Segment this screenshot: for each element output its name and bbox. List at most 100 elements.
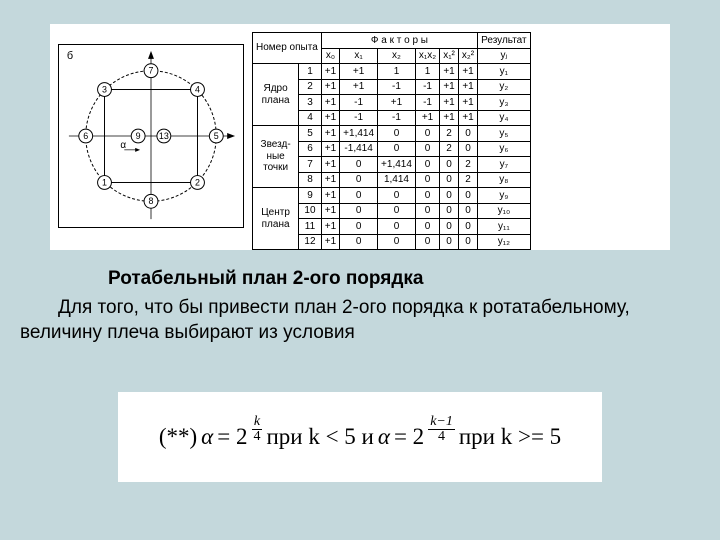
cell-x2sq: 0 [458,234,477,250]
cell-x2sq: 0 [458,126,477,142]
cell-x2sq: 2 [458,157,477,173]
formula-frac1: k 4 [251,415,262,444]
cell-x2sq: +1 [458,64,477,80]
cell-x2sq: 0 [458,188,477,204]
th-x0: x₀ [321,48,339,64]
cell-x1x2: 0 [415,126,439,142]
cell-x1: -1 [340,110,378,126]
slide-title: Ротабельный план 2-ого порядка [20,268,700,290]
cell-y: y₂ [478,79,530,95]
formula-eq1: = 2 [217,424,247,450]
cell-x2: 0 [378,203,416,219]
cell-x1: 0 [340,203,378,219]
cell-x0: +1 [321,234,339,250]
th-result: Результат [478,33,530,49]
table-row: Центрплана9+100000y₉ [253,188,531,204]
cell-n: 7 [299,157,322,173]
cell-x1x2: -1 [415,79,439,95]
cell-x1x2: 0 [415,234,439,250]
cell-x2sq: 0 [458,203,477,219]
cell-x2sq: +1 [458,110,477,126]
table-row: Звезд-ныеточки5+1+1,4140020y₅ [253,126,531,142]
cell-n: 8 [299,172,322,188]
cell-x2: +1,414 [378,157,416,173]
cell-n: 4 [299,110,322,126]
cell-n: 6 [299,141,322,157]
cell-n: 11 [299,219,322,235]
th-x1x2: x₁x₂ [415,48,439,64]
cell-x1: 0 [340,172,378,188]
th-opyt: Номер опыта [253,33,322,64]
cell-x1x2: 1 [415,64,439,80]
cell-x1: -1,414 [340,141,378,157]
svg-text:α: α [120,140,126,151]
cell-x1sq: +1 [440,64,459,80]
frac2-num: k−1 [428,415,455,430]
frac2-den: 4 [436,430,447,444]
cell-x1sq: 0 [440,172,459,188]
cell-x1sq: 0 [440,219,459,235]
text-block: Ротабельный план 2-ого порядка Для того,… [20,268,700,345]
cell-x1: 0 [340,157,378,173]
svg-text:6: 6 [83,131,88,141]
cell-x1: -1 [340,95,378,111]
design-diagram: б 1 2 3 4 5 6 7 8 9 [58,44,244,228]
cell-x1: 0 [340,188,378,204]
cell-n: 1 [299,64,322,80]
svg-text:4: 4 [195,84,200,94]
cell-x1x2: 0 [415,203,439,219]
cell-x0: +1 [321,95,339,111]
diagram-label-b: б [67,50,73,62]
th-x2: x₂ [378,48,416,64]
cell-x2sq: +1 [458,95,477,111]
figure-panel: б 1 2 3 4 5 6 7 8 9 [50,24,670,250]
formula-alpha2: α [378,424,390,450]
cell-y: y₄ [478,110,530,126]
cell-x1sq: 0 [440,234,459,250]
cell-y: y₈ [478,172,530,188]
svg-text:9: 9 [136,131,141,141]
th-x1: x₁ [340,48,378,64]
cell-x1x2: 0 [415,172,439,188]
cell-x2: -1 [378,110,416,126]
cell-x1sq: 0 [440,157,459,173]
cell-x1sq: +1 [440,95,459,111]
cell-n: 5 [299,126,322,142]
cell-x1: +1 [340,64,378,80]
cell-x0: +1 [321,110,339,126]
slide-body: Для того, что бы привести план 2-ого пор… [20,296,700,345]
cell-x1sq: 0 [440,188,459,204]
cell-n: 3 [299,95,322,111]
cell-x1: 0 [340,219,378,235]
svg-text:1: 1 [102,177,107,187]
cell-n: 12 [299,234,322,250]
svg-text:5: 5 [214,131,219,141]
formula-alpha1: α [201,424,213,450]
cell-x1sq: +1 [440,110,459,126]
section-label: Центрплана [253,188,299,250]
cell-x1x2: +1 [415,110,439,126]
design-table: Номер опыта Ф а к т о р ы Результат x₀ x… [252,32,531,250]
cell-y: y₇ [478,157,530,173]
cell-x0: +1 [321,157,339,173]
svg-text:2: 2 [195,177,200,187]
svg-text:8: 8 [149,196,154,206]
cell-x1x2: -1 [415,95,439,111]
cell-x2sq: 0 [458,219,477,235]
formula-eq2: = 2 [394,424,424,450]
cell-x1: 0 [340,234,378,250]
frac1-den: 4 [251,430,262,444]
cell-x2sq: 0 [458,141,477,157]
formula-mid2: при k >= 5 [459,424,561,450]
cell-x2: +1 [378,95,416,111]
svg-text:3: 3 [102,84,107,94]
cell-x1sq: 2 [440,126,459,142]
th-x2sq: x₂² [458,48,477,64]
cell-x1x2: 0 [415,157,439,173]
svg-text:7: 7 [149,66,154,76]
cell-x2: 1,414 [378,172,416,188]
cell-x2sq: 2 [458,172,477,188]
cell-x2sq: +1 [458,79,477,95]
cell-x2: 0 [378,234,416,250]
formula-prefix: (**) [159,424,197,450]
